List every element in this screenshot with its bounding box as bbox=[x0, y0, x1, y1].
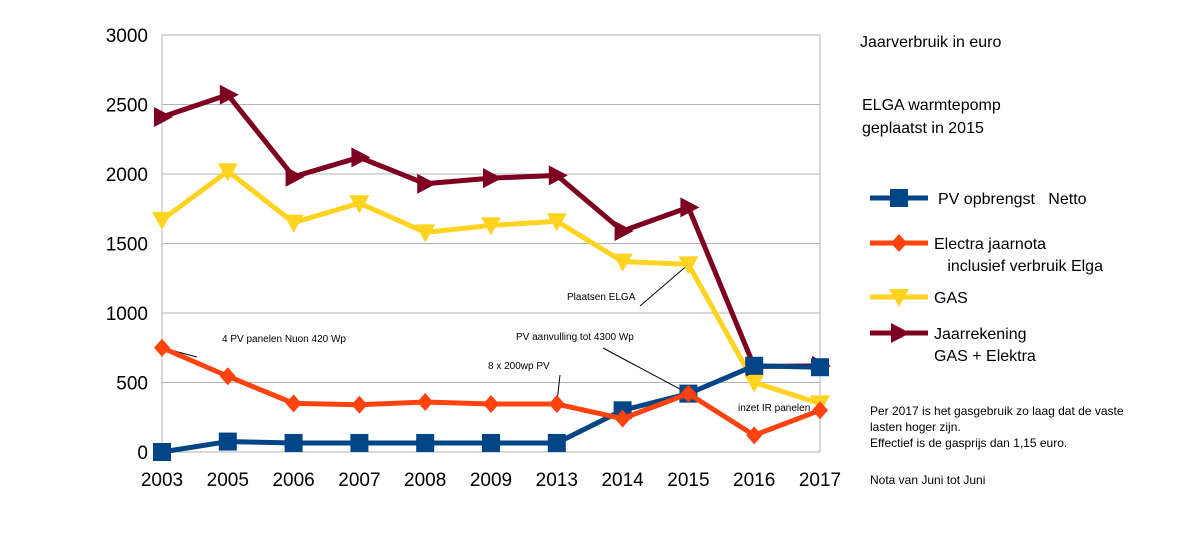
point-2-2014 bbox=[612, 253, 633, 272]
y-tick-label-1000: 1000 bbox=[106, 304, 148, 325]
point-2-2008 bbox=[415, 224, 436, 243]
point-2-2015 bbox=[678, 256, 699, 275]
point-3-2007 bbox=[351, 147, 371, 168]
point-1-2005 bbox=[219, 367, 236, 386]
x-tick-label-2006: 2006 bbox=[272, 470, 314, 491]
y-tick-label-1500: 1500 bbox=[106, 235, 148, 256]
point-3-2013 bbox=[548, 165, 568, 186]
y-tick-label-3000: 3000 bbox=[106, 26, 148, 47]
point-2-2016 bbox=[744, 374, 765, 393]
point-3-2014 bbox=[614, 220, 634, 241]
point-1-2007 bbox=[351, 395, 368, 414]
series-1 bbox=[154, 338, 828, 445]
point-0-2006 bbox=[284, 433, 303, 452]
point-3-2015 bbox=[680, 197, 700, 218]
point-1-2003 bbox=[154, 338, 170, 357]
x-tick-label-2005: 2005 bbox=[207, 470, 249, 491]
point-1-2015 bbox=[680, 384, 697, 403]
point-0-2005 bbox=[218, 432, 237, 451]
point-0-2007 bbox=[350, 433, 369, 452]
x-tick-label-2015: 2015 bbox=[667, 470, 709, 491]
x-tick-label-2007: 2007 bbox=[338, 470, 380, 491]
point-1-2014 bbox=[614, 409, 631, 428]
x-tick-label-2014: 2014 bbox=[601, 470, 644, 491]
point-0-2009 bbox=[482, 433, 500, 452]
x-tick-label-2013: 2013 bbox=[536, 470, 578, 491]
note-line-2: lasten hoger zijn. bbox=[870, 420, 961, 434]
point-2-2007 bbox=[349, 195, 370, 214]
point-2-2013 bbox=[546, 213, 567, 232]
point-0-2008 bbox=[416, 433, 435, 452]
x-tick-label-2009: 2009 bbox=[470, 470, 512, 491]
point-1-2016 bbox=[746, 426, 763, 445]
point-2-2009 bbox=[481, 217, 501, 236]
x-tick-label-2017: 2017 bbox=[799, 470, 841, 491]
point-1-2009 bbox=[483, 395, 499, 414]
x-tick-label-2016: 2016 bbox=[733, 470, 775, 491]
point-3-2009 bbox=[483, 168, 502, 189]
x-tick-label-2003: 2003 bbox=[141, 470, 183, 491]
point-1-2013 bbox=[548, 395, 565, 414]
legend-item-2: GAS bbox=[870, 289, 968, 307]
legend-label-0-0: PV opbrengst Netto bbox=[938, 191, 1087, 208]
chart-subtitle-line-2: geplaatst in 2015 bbox=[862, 120, 984, 137]
legend: PV opbrengst Netto Electra jaarnota inclu… bbox=[870, 189, 1103, 365]
y-axis-ticks: 0 500 1000 1500 2000 2500 3000 bbox=[106, 26, 148, 464]
series-lines bbox=[152, 84, 831, 461]
annotation-label-0: 4 PV panelen Nuon 420 Wp bbox=[222, 334, 346, 345]
legend-marker-0 bbox=[890, 189, 908, 207]
series-2 bbox=[152, 163, 830, 414]
y-tick-label-500: 500 bbox=[116, 374, 148, 395]
point-0-2003 bbox=[153, 443, 171, 461]
annotation-leader-3 bbox=[639, 263, 689, 307]
legend-marker-2 bbox=[889, 289, 909, 307]
legend-label-3-1: GAS + Elektra bbox=[934, 348, 1036, 365]
annotation-leader-2 bbox=[602, 347, 689, 395]
legend-item-0: PV opbrengst Netto bbox=[870, 189, 1087, 208]
point-3-2003 bbox=[154, 107, 173, 128]
legend-item-3: Jaarrekening GAS + Elektra bbox=[870, 323, 1036, 365]
y-tick-label-2500: 2500 bbox=[106, 96, 148, 117]
point-3-2008 bbox=[417, 173, 437, 194]
point-1-2008 bbox=[417, 392, 434, 411]
legend-label-3-0: Jaarrekening bbox=[934, 326, 1027, 343]
point-1-2017 bbox=[812, 401, 828, 420]
point-0-2016 bbox=[745, 356, 764, 375]
note-line-1: Per 2017 is het gasgebruik zo laag dat d… bbox=[870, 404, 1124, 418]
footnote: Nota van Juni tot Juni bbox=[870, 473, 985, 487]
note-line-3: Effectief is de gasprijs dan 1,15 euro. bbox=[870, 436, 1067, 450]
legend-marker-1 bbox=[891, 234, 907, 252]
chart-subtitle-line-1: ELGA warmtepomp bbox=[862, 97, 1001, 114]
legend-item-1: Electra jaarnota inclusief verbruik Elga bbox=[870, 234, 1103, 275]
annotation-label-1: 8 x 200wp PV bbox=[488, 361, 550, 372]
legend-label-2-0: GAS bbox=[934, 290, 968, 307]
y-tick-label-0: 0 bbox=[137, 443, 148, 464]
series-0 bbox=[153, 356, 829, 461]
y-tick-label-2000: 2000 bbox=[106, 165, 148, 186]
point-2-2006 bbox=[283, 214, 304, 233]
annotation-label-2: PV aanvulling tot 4300 Wp bbox=[516, 332, 634, 343]
point-2-2005 bbox=[217, 163, 238, 182]
x-tick-label-2008: 2008 bbox=[404, 470, 446, 491]
point-0-2017 bbox=[811, 358, 829, 377]
annotation-label-4: inzet IR panelen bbox=[738, 403, 810, 414]
point-3-2005 bbox=[219, 84, 239, 105]
point-3-2006 bbox=[285, 166, 305, 187]
chart-title: Jaarverbruik in euro bbox=[860, 34, 1002, 51]
point-0-2013 bbox=[547, 433, 566, 452]
legend-label-1-1: inclusief verbruik Elga bbox=[934, 258, 1103, 275]
annotation-label-3: Plaatsen ELGA bbox=[567, 292, 636, 303]
legend-label-1-0: Electra jaarnota bbox=[934, 236, 1046, 253]
point-2-2003 bbox=[152, 211, 172, 230]
point-1-2006 bbox=[285, 394, 302, 413]
legend-marker-3 bbox=[891, 323, 910, 343]
x-axis-ticks: 2003 2005 2006 2007 2008 2009 2013 2014 2015 2016… bbox=[141, 470, 841, 491]
